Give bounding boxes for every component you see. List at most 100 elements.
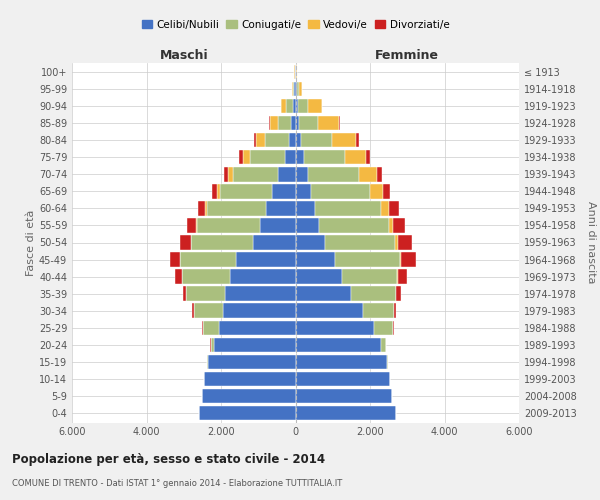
Bar <box>296 82 299 96</box>
Bar <box>285 150 296 164</box>
Bar <box>286 99 293 114</box>
Bar <box>325 235 395 250</box>
Bar <box>393 320 394 335</box>
Bar <box>295 64 296 79</box>
Bar <box>319 218 389 232</box>
Bar <box>298 99 308 114</box>
Bar <box>362 304 394 318</box>
Bar <box>296 270 342 284</box>
Bar <box>395 235 398 250</box>
Bar <box>394 304 397 318</box>
Bar <box>228 167 233 182</box>
Bar <box>250 150 285 164</box>
Bar <box>239 150 242 164</box>
Bar <box>311 184 370 198</box>
Bar <box>208 354 296 369</box>
Bar <box>217 184 220 198</box>
Bar <box>205 201 207 216</box>
Bar <box>192 304 194 318</box>
Bar <box>269 116 270 130</box>
Bar <box>233 167 278 182</box>
Bar <box>242 150 250 164</box>
Bar <box>185 286 225 301</box>
Bar <box>223 304 296 318</box>
Bar <box>400 252 401 267</box>
Bar <box>332 133 356 148</box>
Bar <box>230 270 296 284</box>
Bar <box>278 167 296 182</box>
Bar <box>219 320 296 335</box>
Bar <box>265 133 289 148</box>
Bar <box>308 99 322 114</box>
Y-axis label: Fasce di età: Fasce di età <box>26 210 36 276</box>
Bar <box>296 99 298 114</box>
Bar <box>207 201 266 216</box>
Bar <box>352 286 396 301</box>
Bar <box>394 218 406 232</box>
Bar <box>197 218 260 232</box>
Bar <box>315 201 381 216</box>
Bar <box>389 218 394 232</box>
Bar <box>342 270 397 284</box>
Bar <box>301 133 332 148</box>
Bar <box>236 252 296 267</box>
Bar <box>292 116 296 130</box>
Bar <box>272 184 296 198</box>
Bar <box>254 133 256 148</box>
Bar <box>182 270 230 284</box>
Bar <box>296 338 381 352</box>
Bar <box>296 150 304 164</box>
Bar <box>214 338 296 352</box>
Bar <box>170 252 180 267</box>
Bar <box>370 184 383 198</box>
Bar <box>296 372 391 386</box>
Bar <box>207 354 208 369</box>
Bar <box>224 167 228 182</box>
Bar <box>339 116 340 130</box>
Bar <box>381 338 386 352</box>
Bar <box>366 150 370 164</box>
Bar <box>293 82 294 96</box>
Bar <box>296 406 396 420</box>
Bar <box>202 389 296 404</box>
Bar <box>296 235 325 250</box>
Bar <box>359 167 377 182</box>
Bar <box>296 354 387 369</box>
Bar <box>278 116 292 130</box>
Bar <box>377 167 382 182</box>
Bar <box>397 286 401 301</box>
Bar <box>356 133 359 148</box>
Bar <box>196 218 197 232</box>
Bar <box>294 82 296 96</box>
Bar <box>296 116 299 130</box>
Bar <box>212 184 217 198</box>
Bar <box>199 406 296 420</box>
Bar <box>293 99 296 114</box>
Bar <box>260 218 296 232</box>
Bar <box>304 150 345 164</box>
Bar <box>401 252 416 267</box>
Bar <box>296 304 362 318</box>
Bar <box>204 372 296 386</box>
Text: COMUNE DI TRENTO - Dati ISTAT 1° gennaio 2014 - Elaborazione TUTTITALIA.IT: COMUNE DI TRENTO - Dati ISTAT 1° gennaio… <box>12 478 342 488</box>
Bar <box>299 82 302 96</box>
Bar <box>256 133 265 148</box>
Bar <box>383 184 390 198</box>
Bar <box>266 201 296 216</box>
Bar <box>296 218 319 232</box>
Bar <box>318 116 339 130</box>
Text: Maschi: Maschi <box>160 48 208 62</box>
Text: Femmine: Femmine <box>375 48 439 62</box>
Bar <box>296 184 311 198</box>
Bar <box>296 201 315 216</box>
Bar <box>203 320 219 335</box>
Bar <box>211 338 214 352</box>
Bar <box>398 270 407 284</box>
Bar <box>296 167 308 182</box>
Bar <box>187 218 196 232</box>
Bar <box>398 235 412 250</box>
Bar <box>198 201 205 216</box>
Bar <box>296 286 352 301</box>
Bar <box>180 235 191 250</box>
Bar <box>183 286 185 301</box>
